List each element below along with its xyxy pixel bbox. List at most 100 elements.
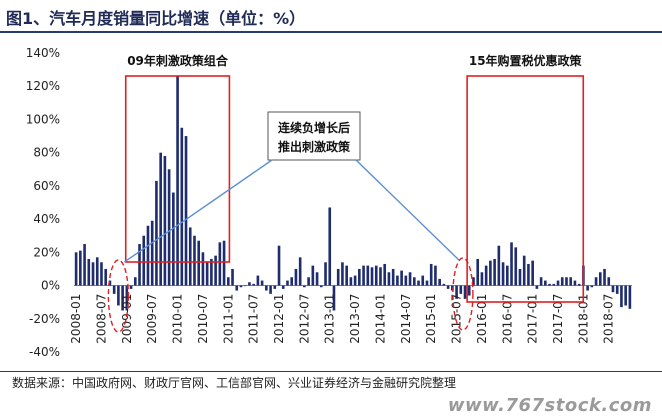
bars bbox=[74, 76, 632, 311]
bar bbox=[260, 280, 264, 286]
x-tick-label: 2018-07 bbox=[602, 294, 616, 344]
bar bbox=[307, 277, 310, 286]
bar bbox=[518, 268, 522, 286]
x-tick-label: 2016-07 bbox=[500, 294, 514, 344]
bar bbox=[510, 242, 513, 286]
bar bbox=[294, 268, 298, 286]
bar bbox=[429, 263, 433, 286]
bar bbox=[210, 258, 213, 286]
x-axis: 2008-01 2008-07 2009-01 2009-07 2010-01 2010-… bbox=[69, 294, 616, 344]
bar bbox=[434, 265, 437, 286]
bar bbox=[539, 277, 543, 286]
bar bbox=[442, 283, 446, 286]
bar bbox=[226, 277, 230, 286]
x-tick-label: 2018-01 bbox=[576, 294, 590, 344]
callout-line-1: 连续负增长后 bbox=[278, 120, 350, 135]
bar bbox=[624, 285, 627, 306]
bar bbox=[480, 272, 484, 286]
bar bbox=[362, 265, 365, 286]
x-tick-label: 2010-07 bbox=[196, 294, 210, 344]
bar bbox=[214, 255, 217, 286]
bar bbox=[222, 240, 226, 286]
bar bbox=[531, 260, 534, 286]
x-tick-label: 2017-01 bbox=[526, 294, 540, 344]
bar bbox=[522, 255, 526, 286]
bar bbox=[91, 262, 95, 286]
bar bbox=[121, 285, 124, 311]
bar bbox=[611, 285, 615, 293]
bar bbox=[205, 262, 209, 286]
bar bbox=[138, 244, 141, 286]
bar bbox=[404, 275, 408, 286]
x-tick-label: 2015-01 bbox=[424, 294, 438, 344]
bar bbox=[463, 285, 467, 299]
y-tick-label: 20% bbox=[33, 245, 60, 259]
bar bbox=[569, 277, 573, 286]
x-tick-label: 2009-01 bbox=[120, 294, 134, 344]
bar bbox=[577, 283, 581, 286]
bar bbox=[387, 272, 391, 286]
bar bbox=[172, 192, 175, 286]
bar bbox=[108, 280, 112, 286]
bar bbox=[341, 262, 344, 286]
x-tick-label: 2017-07 bbox=[551, 294, 565, 344]
title-bar: 图1、汽车月度销量同比增速（单位：%） bbox=[0, 0, 662, 30]
x-tick-label: 2013-01 bbox=[323, 294, 337, 344]
bar bbox=[565, 277, 568, 286]
bar bbox=[374, 265, 378, 286]
bar bbox=[180, 127, 184, 286]
bar bbox=[201, 252, 205, 286]
bar bbox=[548, 283, 551, 286]
y-tick-label: 60% bbox=[33, 179, 60, 193]
bar bbox=[349, 277, 353, 286]
bar bbox=[489, 260, 492, 286]
x-tick-label: 2014-01 bbox=[373, 294, 387, 344]
bar bbox=[83, 244, 86, 286]
y-tick-label: 80% bbox=[33, 146, 60, 160]
x-tick-label: 2016-01 bbox=[475, 294, 489, 344]
x-tick-label: 2012-01 bbox=[272, 294, 286, 344]
bar bbox=[332, 285, 336, 311]
title-divider bbox=[0, 31, 662, 33]
bar bbox=[438, 278, 441, 286]
x-tick-label: 2015-07 bbox=[450, 294, 464, 344]
bar bbox=[243, 285, 247, 287]
bar bbox=[560, 277, 564, 286]
y-tick-label: 40% bbox=[33, 212, 60, 226]
bar bbox=[620, 285, 623, 308]
bar bbox=[628, 285, 632, 309]
bar bbox=[104, 268, 108, 286]
bar bbox=[358, 268, 361, 286]
bar bbox=[425, 280, 429, 286]
bar bbox=[87, 258, 91, 286]
bar bbox=[315, 272, 319, 286]
bar bbox=[412, 277, 416, 286]
bar bbox=[607, 277, 611, 286]
bar bbox=[150, 220, 154, 286]
bar bbox=[353, 275, 357, 286]
bar bbox=[146, 225, 150, 286]
callout-pointer-right bbox=[355, 159, 460, 261]
bar bbox=[155, 180, 158, 286]
callout-pointer-left bbox=[123, 159, 273, 263]
bar bbox=[328, 207, 332, 286]
x-tick-label: 2010-01 bbox=[171, 294, 185, 344]
bar bbox=[455, 285, 458, 299]
bar bbox=[197, 240, 201, 286]
bar bbox=[303, 285, 306, 288]
bar bbox=[556, 280, 560, 286]
bar bbox=[590, 285, 594, 288]
bar bbox=[451, 285, 454, 291]
bar bbox=[552, 283, 556, 286]
y-tick-label: -40% bbox=[29, 345, 60, 359]
bar bbox=[269, 285, 272, 294]
bar bbox=[345, 265, 348, 286]
bar bbox=[476, 258, 480, 286]
bar bbox=[459, 285, 463, 294]
x-tick-label: 2011-07 bbox=[247, 294, 261, 344]
bar bbox=[188, 227, 192, 286]
bar bbox=[370, 267, 374, 286]
bar bbox=[159, 152, 162, 286]
bar bbox=[379, 267, 382, 286]
